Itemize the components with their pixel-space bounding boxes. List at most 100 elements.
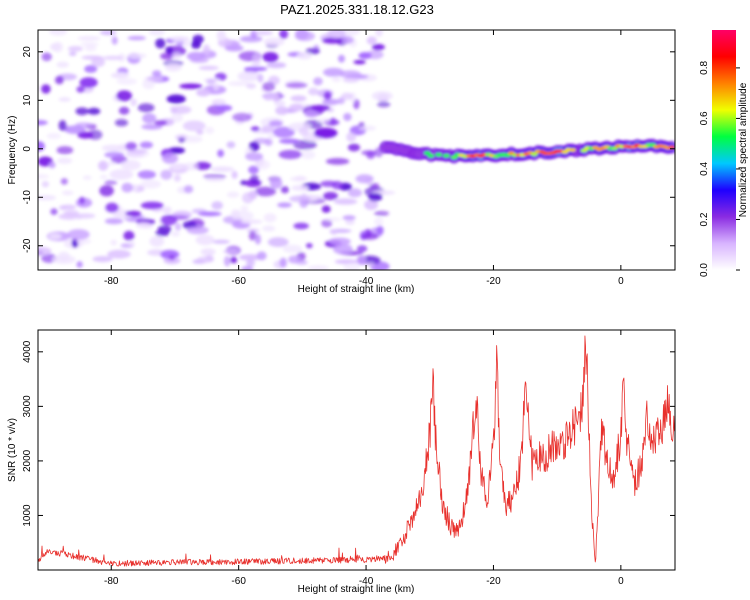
colorbar-tick-label: 0.4 [699,162,710,176]
noise-blob [140,179,162,189]
colorbar-tick-label: 0.2 [699,212,710,226]
noise-blob [127,35,146,41]
noise-blob [216,30,226,41]
noise-blob [246,259,255,267]
noise-blob [191,40,201,49]
signal-core-blob [442,153,450,158]
noise-blob [183,185,194,194]
colorbar-ticks: 0.0 0.2 0.4 0.6 0.8 [699,61,740,277]
noise-blob [248,165,259,174]
signal-core-blob [611,146,618,151]
noise-blob [333,243,353,255]
colorbar-tick-label: 0.6 [699,111,710,125]
noise-blob [278,149,302,160]
noise-blob [121,160,141,171]
noise-blob [102,55,124,61]
noise-blob [186,226,209,235]
noise-blob [171,105,192,115]
y-tick-label: -10 [22,190,33,205]
noise-blob [268,120,283,127]
noise-blob [289,195,311,203]
snr-panel: -80 -60 -40 -20 0 1000 2000 3000 4000 Height of… [7,329,676,595]
noise-blob [64,125,86,134]
noise-blob [87,107,101,115]
noise-blob [331,76,341,83]
noise-blob [58,97,71,102]
signal-core-blob [435,152,443,157]
noise-blob [238,254,262,261]
noise-blob [104,151,125,159]
noise-blob [376,225,384,235]
noise-blob [166,94,186,104]
noise-blob [222,249,239,254]
x-tick-label: -60 [231,276,246,287]
y-tick-label: 1000 [22,504,33,527]
snr-frame [37,329,676,571]
noise-blob [272,126,295,138]
y-tick-label: 2000 [22,449,33,472]
noise-blob [48,233,62,240]
noise-blob [294,175,307,182]
noise-blob [328,237,351,246]
noise-blob [198,211,222,217]
noise-blob [160,169,173,180]
noise-blob [248,230,257,241]
noise-blob [248,190,258,200]
noise-blob [81,55,104,60]
noise-blob [75,107,89,116]
noise-blob [179,83,203,89]
noise-blob [325,158,350,165]
noise-blob [279,257,287,268]
noise-blob [356,255,367,266]
noise-blob [322,37,343,44]
noise-blob [341,92,354,101]
noise-blob [111,36,118,45]
noise-blob [343,262,360,270]
noise-blob [182,162,199,171]
noise-blob [137,170,156,180]
noise-blob [170,113,184,123]
noise-blob [374,217,384,227]
noise-blob [369,183,380,190]
noise-blob [118,106,130,115]
noise-blob [92,256,113,263]
noise-blob [50,208,58,215]
noise-blob [210,166,235,172]
noise-blob [205,177,225,183]
noise-blob [79,77,98,88]
noise-blob [227,191,240,198]
x-tick-label: -60 [231,576,246,587]
noise-blob [271,92,280,102]
noise-blob [282,244,303,254]
noise-blob [140,201,164,210]
noise-blob [99,174,108,180]
noise-blob [308,87,319,96]
noise-blob [347,143,361,152]
noise-blob [267,237,289,247]
noise-blob [364,199,379,210]
noise-blob [56,61,69,68]
noise-blob [49,30,68,36]
noise-blob [274,100,286,107]
x-tick-label: -40 [359,576,374,587]
noise-blob [240,205,249,212]
noise-blob [368,192,383,202]
figure-title: PAZ1.2025.331.18.12.G23 [280,2,434,17]
noise-blob [277,202,292,208]
noise-blob [237,71,261,82]
noise-blob [231,209,240,218]
noise-blob [38,141,45,152]
noise-blob [77,131,94,139]
noise-blob [196,129,204,135]
snr-series-line [38,335,675,567]
noise-blob [291,185,310,191]
noise-blob [279,30,289,39]
snr-background [38,330,675,570]
noise-blob [182,135,203,143]
noise-blob [262,225,276,232]
noise-blob [375,30,383,37]
noise-blob [346,132,357,142]
noise-blob [130,98,137,107]
noise-blob [338,54,345,63]
noise-blob [358,52,372,60]
